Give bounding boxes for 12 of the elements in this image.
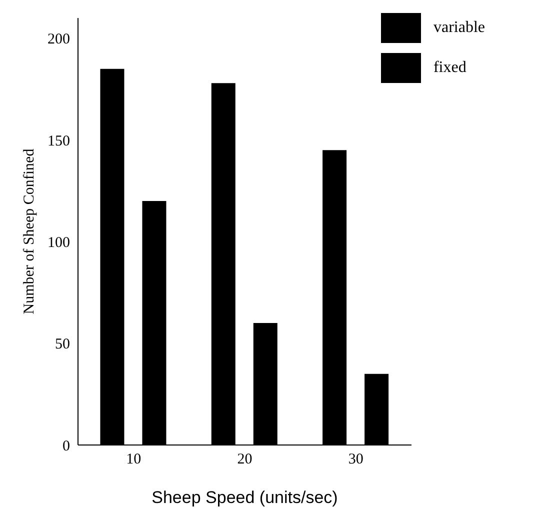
- x-axis-title: Sheep Speed (units/sec): [152, 488, 338, 507]
- x-tick-label: 30: [348, 452, 364, 468]
- legend-label: variable: [433, 18, 485, 36]
- y-tick-label: 50: [55, 336, 70, 353]
- y-tick-label: 150: [48, 133, 70, 150]
- y-tick-label: 0: [62, 438, 70, 454]
- y-axis-title: Number of Sheep Confined: [21, 148, 38, 314]
- x-tick-label: 20: [237, 452, 252, 468]
- y-tick-label: 100: [48, 234, 70, 251]
- legend-label: fixed: [433, 58, 466, 76]
- y-tick-label: 200: [48, 32, 70, 48]
- x-tick-label: 10: [126, 452, 142, 468]
